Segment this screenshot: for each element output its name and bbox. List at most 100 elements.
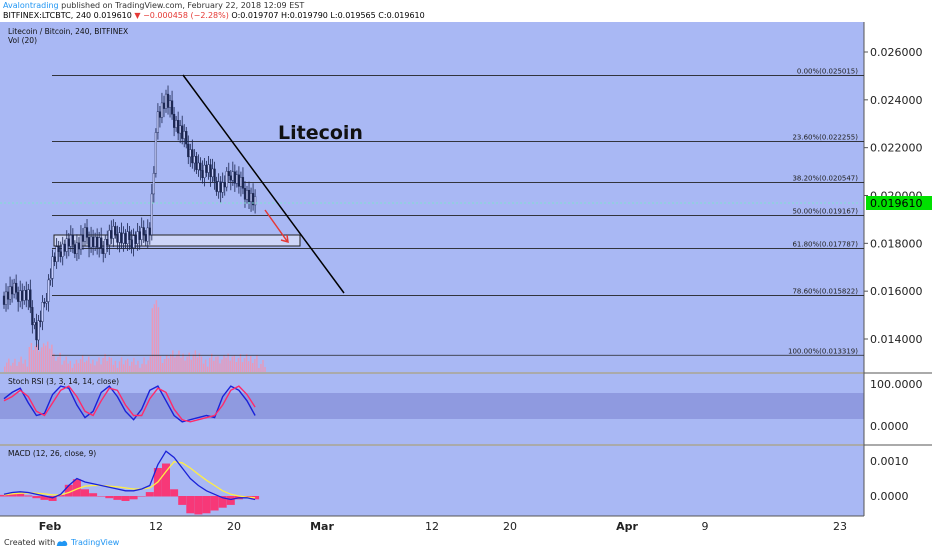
volume-bar <box>137 360 139 372</box>
arrow-head-icon <box>280 234 289 244</box>
volume-bar <box>165 355 168 372</box>
candle-body <box>59 251 62 257</box>
volume-bar <box>100 364 102 372</box>
candle-body <box>112 226 115 239</box>
candle-body <box>79 235 83 250</box>
candle-body <box>160 102 164 118</box>
volume-bar <box>96 361 98 372</box>
macd-lines <box>0 450 260 515</box>
volume-bar <box>42 343 45 372</box>
candle-body <box>67 238 70 247</box>
fib-level-label: 23.60%(0.022255) <box>792 134 858 142</box>
price-tick-label: 0.018000 <box>870 237 923 250</box>
price-tick-label: 0.022000 <box>870 142 923 155</box>
volume-bar <box>247 361 250 372</box>
volume-bar <box>51 344 53 372</box>
macd-histogram-bar <box>194 496 203 515</box>
tradingview-brand[interactable]: TradingView <box>71 538 120 547</box>
volume-bar <box>75 359 78 372</box>
candle-body <box>166 93 170 108</box>
downtrend-line[interactable] <box>182 74 345 294</box>
volume-bar <box>24 359 26 372</box>
volume-bar <box>194 350 197 372</box>
volume-bar <box>149 356 151 372</box>
litecoin-annotation[interactable]: Litecoin <box>278 122 363 144</box>
candle-body <box>164 93 168 109</box>
candle-body <box>21 290 24 301</box>
candle-body <box>148 227 151 235</box>
volume-bar <box>209 357 211 372</box>
tradingview-logo-icon <box>56 540 68 546</box>
candle-body <box>162 102 166 109</box>
candle-body <box>185 131 188 145</box>
macd-pane-title: MACD (12, 26, close, 9) <box>8 449 96 458</box>
volume-bar <box>102 358 104 372</box>
price-scale[interactable]: 0.0260000.0240000.0220000.0200000.018000… <box>864 46 923 503</box>
macd-histogram-bar <box>137 496 146 497</box>
author-link[interactable]: Avalontrading <box>3 1 59 10</box>
created-with-text: Created with <box>4 538 56 547</box>
volume-bar <box>254 359 256 372</box>
volume-bar <box>98 357 100 372</box>
candle-body <box>114 226 117 235</box>
volume-bar <box>30 343 33 372</box>
volume-bar <box>219 363 221 372</box>
volume-bar <box>262 360 264 372</box>
macd-pane[interactable] <box>0 446 864 516</box>
volume-bar <box>57 356 59 372</box>
candle-body <box>168 100 172 108</box>
candle-body <box>235 174 238 184</box>
volume-bar <box>221 359 223 372</box>
fib-retracement[interactable]: 0.00%(0.025015) 23.60%(0.022255) 38.20%(0.… <box>52 68 864 356</box>
candle-body <box>120 232 123 244</box>
candle-body <box>201 170 204 179</box>
volume-bar <box>200 356 203 372</box>
volume-bar <box>233 355 235 372</box>
main-pane[interactable] <box>0 22 864 372</box>
volume-bar <box>182 353 184 372</box>
support-zone[interactable] <box>53 234 301 247</box>
time-tick-label: Mar <box>310 520 334 533</box>
volume-bar <box>204 359 207 372</box>
chart-svg[interactable]: 0.00%(0.025015) 23.60%(0.022255) 38.20%(0.… <box>0 22 932 536</box>
candle-body <box>37 320 40 341</box>
candle-body <box>241 177 245 189</box>
candle-body <box>193 156 196 164</box>
volume-bar <box>32 350 35 372</box>
candle-body <box>29 289 32 308</box>
volume-bar <box>196 357 199 372</box>
macd-histogram-bar <box>226 496 235 505</box>
candle-body <box>191 149 194 164</box>
volume-bar <box>12 362 14 372</box>
macd-histogram-bar <box>97 496 106 497</box>
macd-histogram-bar <box>64 484 73 497</box>
volume-bar <box>206 366 209 372</box>
footer: Created with TradingView <box>0 536 932 550</box>
volume-bar <box>63 360 65 372</box>
candle-body <box>132 235 135 248</box>
candle-body <box>100 237 103 249</box>
down-arrow-icon: ▼ <box>134 11 141 20</box>
candle-body <box>47 279 50 302</box>
volume-bar <box>53 353 55 372</box>
projection-arrow[interactable] <box>264 209 288 242</box>
candle-body <box>170 100 174 115</box>
rsi-band <box>0 393 864 419</box>
volume-bar <box>67 363 69 372</box>
candle-body <box>55 246 58 262</box>
volume-bar <box>258 368 260 372</box>
volume-bar <box>47 341 49 372</box>
time-scale[interactable]: Feb 12 20 Mar 12 20 Apr 9 23 <box>39 520 847 533</box>
volume-bar <box>192 354 194 372</box>
candle-body <box>57 246 60 252</box>
candle-body <box>8 286 12 300</box>
volume-bar <box>163 359 166 372</box>
volume-bar <box>227 353 229 372</box>
time-tick-label: 20 <box>503 520 517 533</box>
fib-level-label: 38.20%(0.020547) <box>792 174 858 182</box>
chart-area[interactable]: 0.00%(0.025015) 23.60%(0.022255) 38.20%(0.… <box>0 22 932 536</box>
publish-info: Avalontrading published on TradingView.c… <box>3 1 304 11</box>
volume-bar <box>159 356 162 372</box>
macd-histogram-bar <box>0 494 8 497</box>
candle-body <box>77 242 81 250</box>
